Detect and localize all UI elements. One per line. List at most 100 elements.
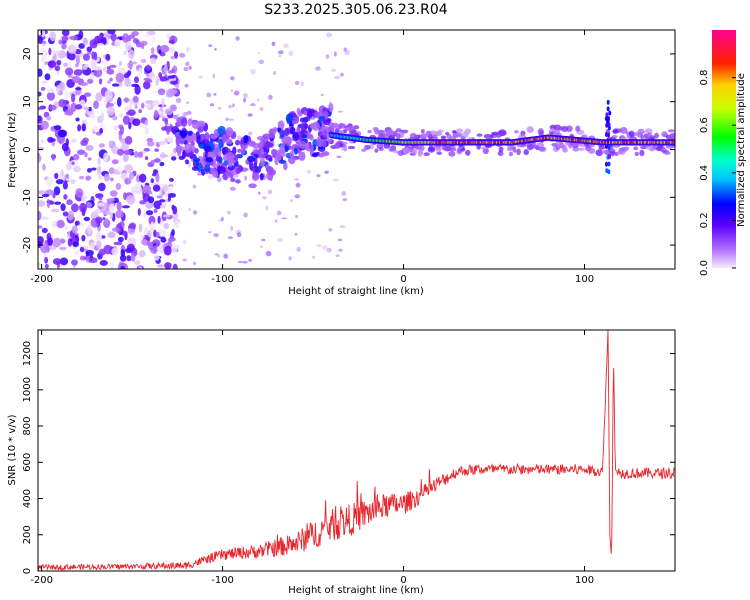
spectrogram-cell <box>82 53 90 61</box>
spectrogram-cell <box>640 134 645 140</box>
spectrogram-cell <box>162 185 169 192</box>
spectrogram-cell <box>340 72 344 77</box>
spectrogram-cell <box>160 237 167 243</box>
spectrogram-cell <box>185 61 190 67</box>
spectrogram-cell <box>266 166 274 175</box>
spectrogram-cell <box>78 43 85 49</box>
spectrogram-cell <box>61 35 69 42</box>
spectrogram-cell <box>100 112 105 122</box>
spectrogram-cell <box>230 177 236 183</box>
spectrogram-cell <box>298 140 307 150</box>
spectrogram-cell <box>87 224 92 235</box>
spectrogram-cell <box>277 120 285 130</box>
spectrogram-cell <box>147 141 155 147</box>
spectrogram-cell <box>44 61 48 65</box>
spectrogram-cell <box>295 214 299 219</box>
spectrogram-cell <box>237 260 243 263</box>
spectrogram-cell <box>38 106 43 111</box>
spectrogram-cell <box>307 169 311 174</box>
spectrogram-cell <box>233 90 240 96</box>
spectrogram-cell <box>184 159 190 165</box>
spectrogram-cell <box>106 68 115 75</box>
spectrogram-cell <box>149 57 157 65</box>
spectrogram-cell <box>147 196 155 204</box>
spectrogram-cell <box>82 106 90 110</box>
spectrogram-cell <box>100 235 106 239</box>
spectrogram-cell <box>283 162 288 171</box>
spectrogram-cell <box>93 100 99 109</box>
spectrogram-cell <box>476 133 483 137</box>
spectrogram-cell <box>148 72 156 80</box>
spectrogram-cell <box>374 128 379 135</box>
spectrogram-cell <box>244 175 248 181</box>
spectrogram-cell <box>262 133 271 139</box>
spectrogram-cell <box>107 80 112 84</box>
spectrogram-cell <box>311 255 316 259</box>
spectrogram-cell <box>155 172 160 183</box>
spectrogram-cell <box>70 138 78 143</box>
spectrogram-cell <box>271 41 276 47</box>
spectrogram-cell <box>295 182 301 188</box>
spectrogram-cell <box>79 246 85 253</box>
spectrogram-cell <box>272 71 277 75</box>
spectrogram-cell <box>141 43 145 50</box>
spectrogram-cell <box>539 146 546 151</box>
spectrogram-cell <box>106 106 115 117</box>
spectrogram-cell <box>139 250 146 258</box>
spectrogram-cell <box>206 92 212 98</box>
spectrogram-cell <box>137 207 141 216</box>
spectrogram-cell <box>138 108 142 114</box>
spectrogram-cell <box>259 157 266 167</box>
spectrogram-cell <box>214 253 219 256</box>
spectrogram-cell <box>96 239 102 250</box>
spectrogram-cell <box>210 134 218 140</box>
spectrogram-cell <box>284 136 292 143</box>
spectrogram-cell <box>537 128 544 136</box>
spectrogram-cell <box>607 122 611 128</box>
spectrogram-cell <box>144 103 151 109</box>
spectrogram-cell <box>77 124 82 132</box>
spectrogram-cell <box>46 177 54 187</box>
spectrogram-cell <box>98 182 106 192</box>
spectrogram-cell <box>204 132 210 142</box>
snr-x-tick-label: -200 <box>30 575 53 586</box>
spectrogram-cell <box>255 172 260 180</box>
spectrogram-cell <box>171 244 178 253</box>
spectrogram-cell <box>301 134 308 139</box>
spectrogram-cell <box>605 112 609 118</box>
spectrogram-cell <box>213 92 217 96</box>
spectrogram-cell <box>321 245 328 250</box>
spectrogram-cell <box>38 115 43 124</box>
spectrogram-cell <box>40 243 49 254</box>
spectrogram-cell <box>182 258 187 262</box>
spectrogram-cell <box>347 145 356 150</box>
spectrogram-cell <box>608 110 612 116</box>
snr-series-line <box>38 330 675 571</box>
spectrogram-cell <box>124 177 132 185</box>
spectrogram-cell <box>140 102 145 109</box>
spectrogram-cell <box>315 66 321 71</box>
spectrogram-cell <box>92 125 100 133</box>
spectrogram-cell <box>111 83 120 87</box>
colorbar-gradient <box>712 30 736 268</box>
spectrogram-cell <box>163 222 170 230</box>
spectrogram-cell <box>214 48 217 51</box>
spectrogram-cell <box>265 140 270 151</box>
spectrogram-cell <box>454 132 463 137</box>
spectrogram-cell <box>150 47 155 54</box>
spectrogram-cell <box>264 205 269 211</box>
spectrogram-cell <box>296 125 301 134</box>
spectrogram-cell <box>53 186 61 196</box>
spectrogram-cell <box>364 144 371 150</box>
spectrogram-cell <box>248 258 252 262</box>
spectrogram-cell <box>41 40 47 45</box>
spectrogram-cell <box>87 157 92 161</box>
spectrogram-cell <box>604 144 608 150</box>
spectrogram-y-tick-label: 20 <box>22 48 33 61</box>
spectrogram-cell <box>288 50 294 56</box>
colorbar-ticks: 0.0 0.2 0.4 0.6 0.8 <box>699 70 736 276</box>
spectrogram-cell <box>121 205 130 209</box>
spectrogram-cell <box>79 202 88 213</box>
figure-title: S233.2025.305.06.23.R04 <box>264 2 447 18</box>
spectrogram-cell <box>604 131 608 137</box>
